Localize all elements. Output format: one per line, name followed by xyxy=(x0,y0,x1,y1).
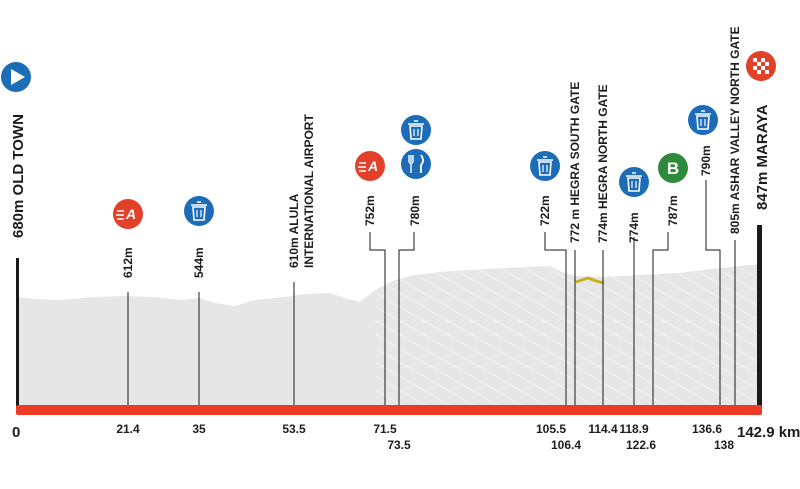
marker-line-sprint-2 xyxy=(369,232,386,405)
start-label: 680m OLD TOWN xyxy=(10,114,27,238)
feed-bin-icon xyxy=(688,105,718,135)
label-airport-line1: 610m ALULA xyxy=(287,193,301,268)
bonus-sprint-icon: B xyxy=(658,153,688,183)
sprint-letter: A xyxy=(125,206,136,222)
label-feed-2: 780m xyxy=(408,195,422,226)
marker-line-bonus xyxy=(652,232,669,405)
km-bonus: 122.6 xyxy=(626,438,656,452)
km-sprint-1: 21.4 xyxy=(116,422,140,436)
km-hegra-north: 114.4 xyxy=(588,422,618,436)
label-hegra-south: 772 m HEGRA SOUTH GATE xyxy=(568,82,582,243)
sprint-letter: A xyxy=(367,158,378,174)
label-feed-1: 544m xyxy=(192,247,206,278)
km-sprint-2: 71.5 xyxy=(373,422,397,436)
km-ashar: 138 xyxy=(714,438,734,452)
marker-line-feed-5 xyxy=(705,180,721,405)
start-bar xyxy=(16,258,19,408)
label-sprint-1: 612m xyxy=(121,247,135,278)
label-ashar: 805m ASHAR VALLEY NORTH GATE xyxy=(728,26,742,234)
km-hegra-south: 106.4 xyxy=(551,438,581,452)
sprint-icon: A xyxy=(113,199,143,229)
finish-bar xyxy=(757,225,762,408)
feed-bin-icon xyxy=(184,196,214,226)
marker-line-feed-3 xyxy=(544,232,567,405)
label-feed-4: 774m xyxy=(627,212,641,243)
feed-bin-icon xyxy=(619,167,649,197)
baseline-bar xyxy=(16,405,762,415)
km-feed-5: 136.6 xyxy=(692,422,722,436)
marker-line-feed-2 xyxy=(398,232,415,405)
km-feed-2: 73.5 xyxy=(387,438,411,452)
km-feed-3: 105.5 xyxy=(536,422,566,436)
label-feed-5: 790m xyxy=(699,145,713,176)
feed-bin-icon xyxy=(401,115,431,145)
bonus-letter: B xyxy=(667,159,679,178)
label-feed-3: 722m xyxy=(538,195,552,226)
start-km: 0 xyxy=(12,424,20,441)
terrain-texture-right xyxy=(375,264,760,408)
label-airport-line2: INTERNATIONAL AIRPORT xyxy=(302,114,316,268)
km-airport: 53.5 xyxy=(282,422,306,436)
label-bonus: 787m xyxy=(666,195,680,226)
start-play-icon xyxy=(1,62,31,92)
km-feed-4: 118.9 xyxy=(619,422,649,436)
finish-km: 142.9 km xyxy=(737,424,800,441)
finish-checkered-flag-icon xyxy=(746,51,776,81)
gravel-sector xyxy=(575,276,605,285)
km-feed-1: 35 xyxy=(192,422,206,436)
label-sprint-2: 752m xyxy=(363,195,377,226)
food-zone-icon xyxy=(401,149,431,179)
feed-bin-icon xyxy=(530,151,560,181)
label-hegra-north: 774m HEGRA NORTH GATE xyxy=(596,84,610,243)
sprint-icon: A xyxy=(355,151,385,181)
finish-label: 847m MARAYA xyxy=(754,104,771,210)
